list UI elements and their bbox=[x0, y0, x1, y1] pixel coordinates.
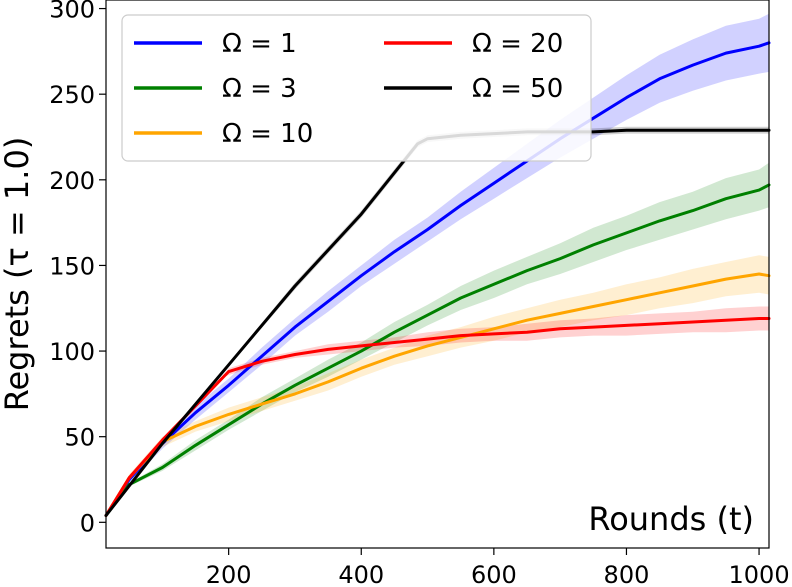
legend-label-3: Ω = 10 bbox=[222, 119, 313, 149]
y-tick-label: 300 bbox=[49, 0, 95, 24]
x-tick-label: 800 bbox=[604, 561, 650, 587]
line-series-3 bbox=[104, 272, 771, 517]
line-series-4 bbox=[104, 317, 771, 517]
y-tick-label: 0 bbox=[80, 509, 95, 537]
legend-label-4: Ω = 20 bbox=[472, 29, 563, 59]
legend-label-1: Ω = 1 bbox=[222, 29, 297, 59]
line-series-2 bbox=[104, 183, 771, 517]
legend: Ω = 1 Ω = 3 Ω = 10 Ω = 20 Ω = 50 bbox=[121, 14, 592, 162]
legend-label-5: Ω = 50 bbox=[472, 74, 563, 104]
line-series-1 bbox=[104, 41, 771, 517]
x-tick-label: 400 bbox=[338, 561, 384, 587]
plot-frame bbox=[105, 0, 770, 549]
y-tick-label: 150 bbox=[49, 252, 95, 280]
x-axis-label: Rounds (t) bbox=[588, 500, 754, 538]
x-tick-label: 1000 bbox=[729, 561, 790, 587]
x-axis-ticks: 200 400 600 800 1000 bbox=[206, 548, 790, 587]
y-tick-label: 200 bbox=[49, 167, 95, 195]
band-series-2 bbox=[106, 162, 769, 516]
x-tick-label: 200 bbox=[206, 561, 252, 587]
y-tick-label: 100 bbox=[49, 338, 95, 366]
y-tick-label: 250 bbox=[49, 81, 95, 109]
band-series-1 bbox=[106, 13, 769, 516]
y-axis-label: Regrets (τ = 1.0) bbox=[0, 137, 36, 412]
series-lines bbox=[104, 41, 771, 517]
band-series-3 bbox=[106, 255, 769, 516]
legend-label-2: Ω = 3 bbox=[222, 74, 297, 104]
y-tick-label: 50 bbox=[64, 424, 95, 452]
x-tick-label: 600 bbox=[471, 561, 517, 587]
legend-box bbox=[121, 14, 592, 162]
y-axis-ticks: 0 50 100 150 200 250 300 bbox=[49, 0, 106, 537]
